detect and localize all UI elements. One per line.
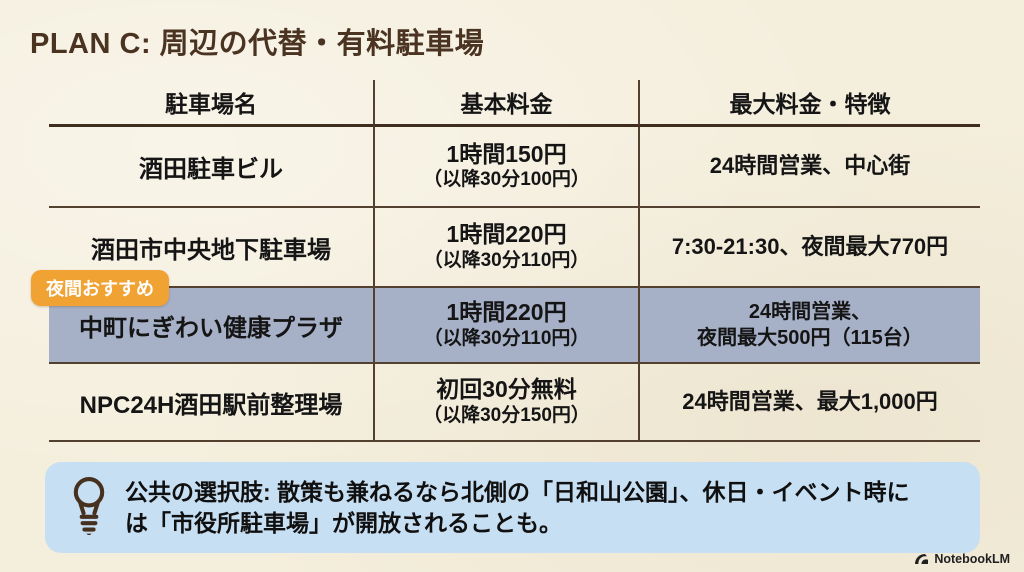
table-row-1-max-cell: 24時間営業、中心街 (638, 127, 980, 208)
table-row-2-fee-cell: 1時間220円 （以降30分110円） (373, 208, 638, 288)
table-row-4-name-cell: NPC24H酒田駅前整理場 (49, 364, 373, 442)
public-option-note: 公共の選択肢: 散策も兼ねるなら北側の「日和山公園」、休日・イベント時には「市役… (45, 462, 980, 553)
base-fee: 1時間150円 (446, 140, 567, 167)
watermark-label: NotebookLM (934, 552, 1010, 566)
notebooklm-watermark: NotebookLM (914, 552, 1010, 566)
base-fee: 初回30分無料 (436, 376, 577, 403)
table-row-4-max-cell: 24時間営業、最大1,000円 (638, 364, 980, 442)
column-header-label: 基本料金 (460, 91, 553, 117)
column-header-name: 駐車場名 (49, 80, 373, 127)
column-header-label: 駐車場名 (165, 91, 257, 117)
table-row-2-name-cell: 酒田市中央地下駐車場 (49, 208, 373, 288)
column-header-max-fee: 最大料金・特徴 (638, 80, 980, 127)
table-row-4-fee-cell: 初回30分無料 （以降30分150円） (373, 364, 638, 442)
table-row-3-max-cell-highlighted: 24時間営業、 夜間最大500円（115台） (638, 288, 980, 364)
parking-name: 中町にぎわい健康プラザ (79, 314, 343, 342)
table-row-1-name-cell: 酒田駐車ビル (49, 127, 373, 208)
page-title: PLAN C: 周辺の代替・有料駐車場 (30, 28, 485, 60)
base-fee-detail: （以降30分110円） (423, 249, 590, 271)
max-fee-feature: 24時間営業、 夜間最大500円（115台） (697, 301, 923, 349)
parking-name: 酒田駐車ビル (139, 156, 283, 183)
base-fee-detail: （以降30分100円） (423, 169, 590, 191)
lightbulb-icon (69, 475, 109, 540)
base-fee: 1時間220円 (446, 221, 567, 248)
table-row-1-fee-cell: 1時間150円 （以降30分100円） (373, 127, 638, 208)
max-fee-feature: 7:30-21:30、夜間最大770円 (671, 233, 949, 259)
column-header-label: 最大料金・特徴 (729, 91, 891, 117)
night-recommended-badge: 夜間おすすめ (31, 270, 169, 306)
column-header-base-fee: 基本料金 (373, 80, 638, 127)
base-fee-detail: （以降30分110円） (423, 327, 590, 349)
parking-table: 駐車場名 基本料金 最大料金・特徴 酒田駐車ビル 1時間150円 （以降30分1… (49, 80, 980, 442)
max-fee-feature: 24時間営業、中心街 (709, 153, 911, 179)
base-fee-detail: （以降30分150円） (423, 404, 590, 426)
note-text: 公共の選択肢: 散策も兼ねるなら北側の「日和山公園」、休日・イベント時には「市役… (125, 478, 910, 536)
table-row-2-max-cell: 7:30-21:30、夜間最大770円 (638, 208, 980, 288)
parking-name: NPC24H酒田駅前整理場 (79, 391, 343, 419)
base-fee: 1時間220円 (446, 299, 567, 326)
table-row-3-fee-cell-highlighted: 1時間220円 （以降30分110円） (373, 288, 638, 364)
max-fee-feature: 24時間営業、最大1,000円 (682, 388, 938, 414)
notebooklm-logo-icon (914, 553, 929, 565)
parking-name: 酒田市中央地下駐車場 (91, 236, 331, 264)
